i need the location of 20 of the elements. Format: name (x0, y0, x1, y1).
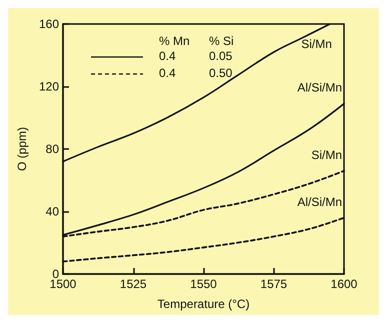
x-tick-label: 1600 (330, 277, 358, 291)
series-label: Al/Si/Mn (297, 80, 342, 95)
y-axis-title: O (ppm) (15, 126, 30, 172)
series-label: Si/Mn (301, 37, 332, 51)
annotation: 0.4 (159, 66, 176, 80)
annotation: % Si (209, 34, 234, 48)
series-label: Si/Mn (311, 148, 342, 162)
annotation: 0.05 (209, 49, 233, 63)
x-tick-label: 1550 (190, 277, 218, 291)
series-label: Al/Si/Mn (297, 194, 342, 209)
x-tick-label: 1525 (120, 277, 147, 291)
annotation: 0.4 (159, 49, 176, 63)
x-tick-label: 1575 (260, 277, 288, 291)
x-axis-title: Temperature (°C) (157, 297, 250, 311)
annotation: % Mn (159, 34, 190, 48)
y-tick-label: 120 (38, 80, 60, 94)
y-tick-label: 80 (46, 142, 60, 156)
y-tick-label: 160 (38, 17, 60, 31)
annotation: 0.50 (209, 66, 233, 80)
y-tick-label: 40 (46, 204, 60, 218)
